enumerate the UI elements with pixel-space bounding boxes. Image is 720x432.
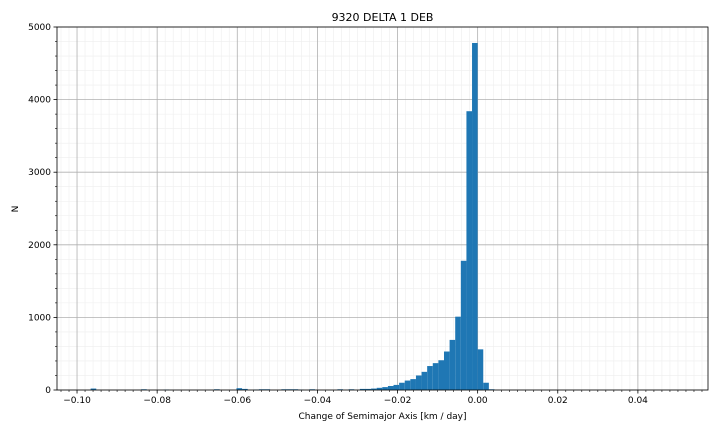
x-axis-ticks: −0.10 −0.08 −0.06 −0.04 −0.02 0.00 0.02 0.04 bbox=[63, 390, 648, 406]
x-tick-label: −0.04 bbox=[304, 396, 332, 406]
histogram-bar bbox=[399, 382, 405, 390]
histogram-bars bbox=[90, 42, 495, 391]
y-axis-label: N bbox=[11, 206, 21, 213]
histogram-bar bbox=[432, 363, 439, 390]
histogram-bar bbox=[410, 379, 416, 390]
plot-frame bbox=[56, 26, 709, 391]
histogram-bar bbox=[415, 375, 422, 390]
x-tick-label: 0.02 bbox=[548, 396, 568, 406]
y-tick-label: 5000 bbox=[28, 23, 51, 33]
y-tick-label: 3000 bbox=[28, 168, 51, 178]
histogram-bar bbox=[382, 387, 388, 390]
x-tick-label: 0.00 bbox=[468, 396, 488, 406]
histogram-bar bbox=[236, 388, 243, 390]
x-tick-label: −0.02 bbox=[384, 396, 412, 406]
y-axis-ticks: 0 1000 2000 3000 4000 5000 bbox=[28, 23, 57, 396]
y-tick-label: 4000 bbox=[28, 96, 51, 106]
histogram-bar bbox=[421, 371, 428, 390]
histogram-bar bbox=[472, 42, 478, 391]
histogram-bar bbox=[359, 388, 366, 390]
histogram-bar bbox=[387, 386, 394, 390]
x-tick-label: −0.06 bbox=[223, 396, 251, 406]
y-tick-label: 2000 bbox=[28, 241, 51, 251]
histogram-bar bbox=[449, 339, 456, 390]
histogram-bar bbox=[404, 380, 411, 390]
histogram-bar bbox=[90, 388, 97, 390]
histogram-bar bbox=[466, 111, 473, 390]
x-tick-label: 0.04 bbox=[628, 396, 648, 406]
histogram-bar bbox=[438, 360, 444, 390]
x-axis-label: Change of Semimajor Axis [km / day] bbox=[298, 412, 466, 422]
minor-grid bbox=[55, 27, 708, 392]
histogram-bar bbox=[483, 382, 489, 390]
y-tick-label: 1000 bbox=[28, 313, 51, 323]
histogram-bar bbox=[371, 388, 377, 390]
histogram-bar bbox=[365, 388, 372, 390]
histogram-bar bbox=[455, 316, 461, 390]
y-tick-label: 0 bbox=[45, 386, 51, 396]
histogram-bar bbox=[427, 366, 433, 390]
histogram-bar bbox=[477, 349, 484, 390]
x-tick-label: −0.10 bbox=[63, 396, 91, 406]
x-tick-label: −0.08 bbox=[143, 396, 171, 406]
histogram-bar bbox=[376, 387, 383, 390]
chart-title: 9320 DELTA 1 DEB bbox=[332, 11, 434, 24]
histogram-bar bbox=[460, 260, 467, 390]
histogram-bar bbox=[393, 384, 400, 390]
histogram-bar bbox=[443, 351, 450, 390]
histogram-bar bbox=[242, 388, 248, 390]
